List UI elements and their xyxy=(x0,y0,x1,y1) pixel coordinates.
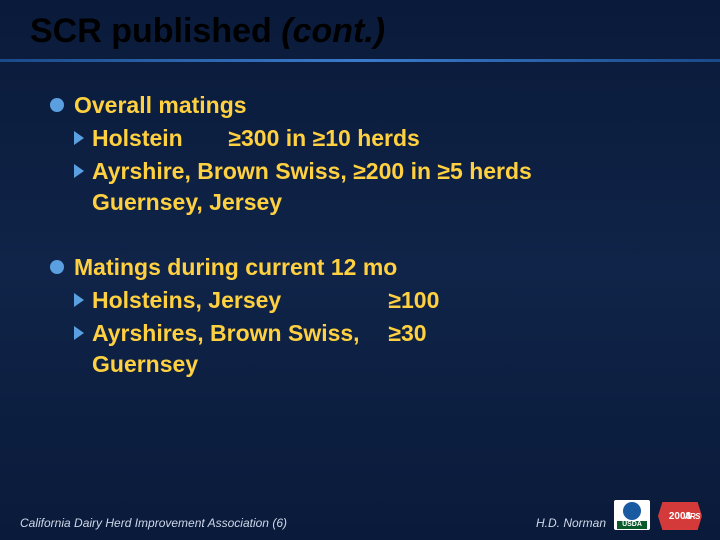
breed-label: Holstein xyxy=(92,123,222,154)
sub-body: Ayrshire, Brown Swiss, ≥200 in ≥5 herds … xyxy=(92,156,680,218)
slide-footer: California Dairy Herd Improvement Associ… xyxy=(0,500,720,530)
breed-label: Holsteins, Jersey xyxy=(92,285,382,316)
section-heading: Matings during current 12 mo xyxy=(74,252,680,283)
slide-content: Overall matings Holstein ≥300 in ≥10 her… xyxy=(0,90,720,380)
section-overall-matings: Overall matings Holstein ≥300 in ≥10 her… xyxy=(50,90,680,218)
usda-logo-text: USDA xyxy=(617,521,647,529)
threshold-value: ≥30 xyxy=(388,320,426,346)
sub-item: Ayrshire, Brown Swiss, ≥200 in ≥5 herds … xyxy=(74,156,680,218)
breed-continuation: Guernsey xyxy=(92,349,680,380)
sub-item: Holstein ≥300 in ≥10 herds xyxy=(74,123,680,154)
ars-label: ARS xyxy=(685,512,700,521)
breed-continuation: Guernsey, Jersey xyxy=(92,187,680,218)
threshold-value: ≥100 xyxy=(388,287,439,313)
title-main: SCR published xyxy=(30,12,272,50)
sub-item: Ayrshires, Brown Swiss, ≥30 Guernsey xyxy=(74,318,680,380)
sub-body: Ayrshires, Brown Swiss, ≥30 Guernsey xyxy=(92,318,680,380)
footer-right-group: H.D. Norman USDA 2008 ARS xyxy=(536,500,702,530)
section-body: Matings during current 12 mo Holsteins, … xyxy=(74,252,680,380)
section-current-matings: Matings during current 12 mo Holsteins, … xyxy=(50,252,680,380)
title-divider xyxy=(0,59,720,62)
sub-item: Holsteins, Jersey ≥100 xyxy=(74,285,680,316)
bullet-dot-icon xyxy=(50,260,64,274)
threshold-value: ≥300 in ≥10 herds xyxy=(228,125,419,151)
arrow-bullet-icon xyxy=(74,131,84,145)
arrow-bullet-icon xyxy=(74,293,84,307)
sub-body: Holsteins, Jersey ≥100 xyxy=(92,285,680,316)
usda-logo: USDA xyxy=(614,500,650,530)
breed-label: Ayrshire, Brown Swiss, xyxy=(92,158,347,184)
bullet-dot-icon xyxy=(50,98,64,112)
arrow-bullet-icon xyxy=(74,326,84,340)
year-badge: 2008 ARS xyxy=(658,502,702,530)
section-heading: Overall matings xyxy=(74,90,680,121)
threshold-value: ≥200 in ≥5 herds xyxy=(353,158,532,184)
arrow-bullet-icon xyxy=(74,164,84,178)
slide-title: SCR published (cont.) xyxy=(30,12,690,51)
section-body: Overall matings Holstein ≥300 in ≥10 her… xyxy=(74,90,680,218)
sub-body: Holstein ≥300 in ≥10 herds xyxy=(92,123,680,154)
footer-author: H.D. Norman xyxy=(536,516,606,530)
usda-logo-circle-icon xyxy=(623,502,641,520)
slide-header: SCR published (cont.) xyxy=(0,0,720,59)
title-continuation: (cont.) xyxy=(281,12,385,50)
footer-source: California Dairy Herd Improvement Associ… xyxy=(20,516,287,530)
breed-label: Ayrshires, Brown Swiss, xyxy=(92,318,382,349)
